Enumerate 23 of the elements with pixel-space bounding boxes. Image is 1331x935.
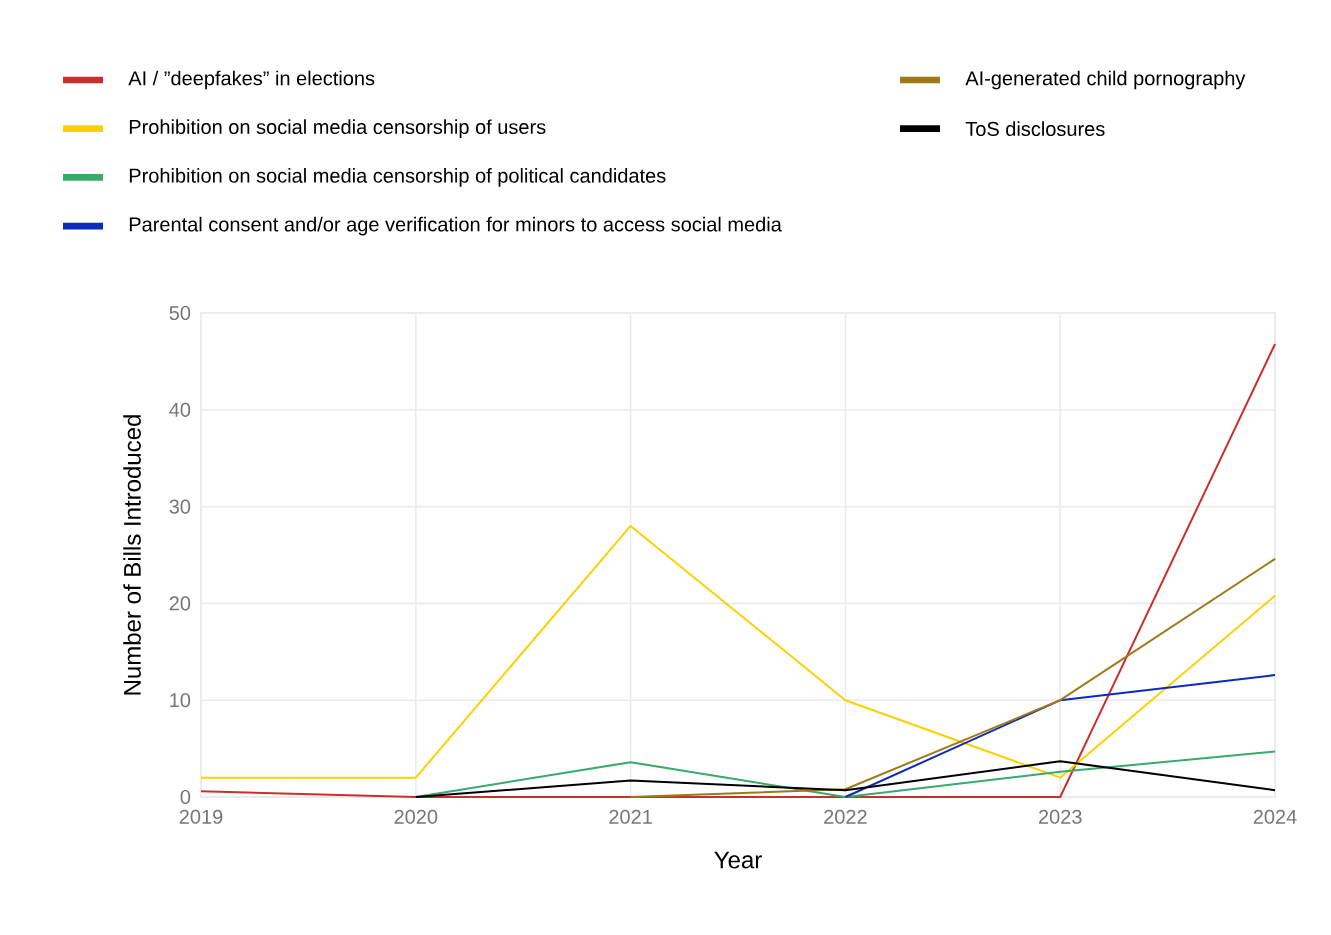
- y-tick-label: 30: [169, 499, 191, 514]
- x-tick-label: 2022: [824, 809, 867, 824]
- x-tick-label: 2019: [179, 809, 223, 824]
- x-tick-label: 2021: [609, 809, 652, 824]
- y-tick-label: 10: [170, 693, 191, 708]
- legend-label: Prohibition on social media censorship of political candidates: [129, 168, 666, 187]
- y-tick-label: 20: [169, 596, 191, 611]
- y-tick-label: 0: [180, 789, 191, 805]
- legend-label: Prohibition on social media censorship of users: [129, 119, 546, 139]
- y-tick-label: 50: [169, 305, 191, 321]
- y-tick-label: 40: [169, 402, 191, 417]
- x-axis-title: Year: [714, 851, 762, 869]
- y-axis-title: Number of Bills Introduced: [123, 415, 141, 695]
- x-tick-label: 2023: [1038, 809, 1082, 824]
- legend-label: AI-generated child pornography: [965, 70, 1246, 90]
- x-tick-label: 2024: [1253, 809, 1297, 824]
- legend-label: AI / ”deepfakes” in elections: [128, 70, 375, 90]
- legend-label: ToS disclosures: [965, 121, 1105, 137]
- line-series: [629, 557, 1277, 799]
- x-tick-label: 2020: [394, 809, 438, 824]
- line-series: [414, 760, 1277, 799]
- line-series: [200, 524, 1277, 779]
- legend-label: Parental consent and/or age verification for minors to access social media: [129, 216, 782, 236]
